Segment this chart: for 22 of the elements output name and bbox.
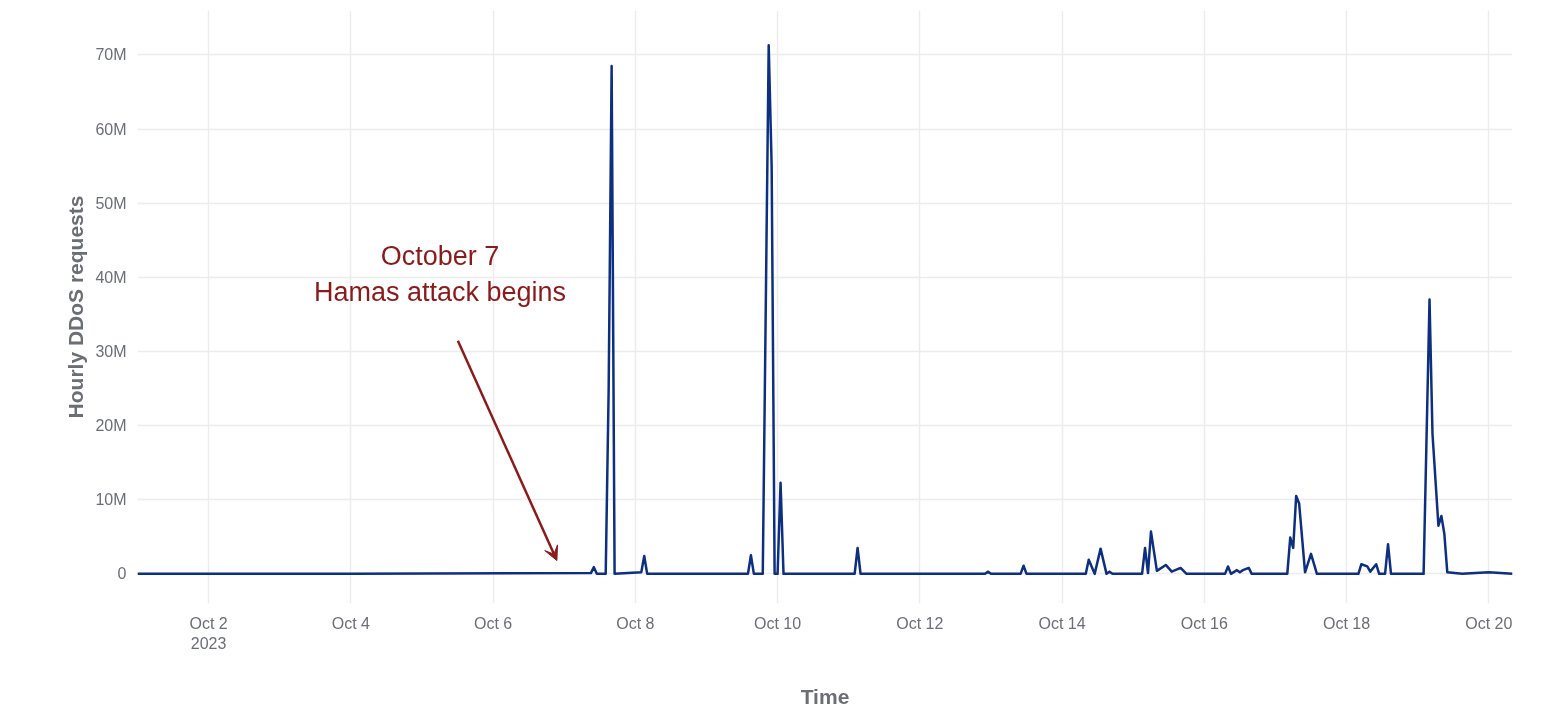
x-tick-label: Oct 20 [1465,614,1513,632]
y-tick-label: 40M [95,268,127,286]
x-tick-label: Oct 18 [1322,614,1371,632]
y-tick-label: 20M [95,417,127,435]
annotation: October 7 Hamas attack begins [313,241,567,307]
y-tick-label: 60M [95,120,127,138]
x-tick-label: Oct 4 [331,614,371,632]
x-tick-label: Oct 10 [754,614,802,632]
x-tick-label: Oct 8 [616,614,655,632]
x-tick-label: Oct 16 [1180,614,1228,632]
x-tick-label: Oct 2 2023 [189,614,228,652]
line-series [137,44,1513,576]
x-tick-label: Oct 6 [473,614,513,632]
y-tick-label: 30M [95,342,127,360]
y-tick-label: 10M [95,491,127,509]
y-tick-label: 70M [95,46,127,64]
x-tick-label: Oct 12 [896,614,944,632]
y-tick-label: 0 [117,565,127,583]
x-axis-title: Time [800,684,850,708]
x-tick-label: Oct 14 [1038,614,1086,632]
y-tick-label: 50M [95,194,127,212]
y-axis-title: Hourly DDoS requests [64,195,88,419]
